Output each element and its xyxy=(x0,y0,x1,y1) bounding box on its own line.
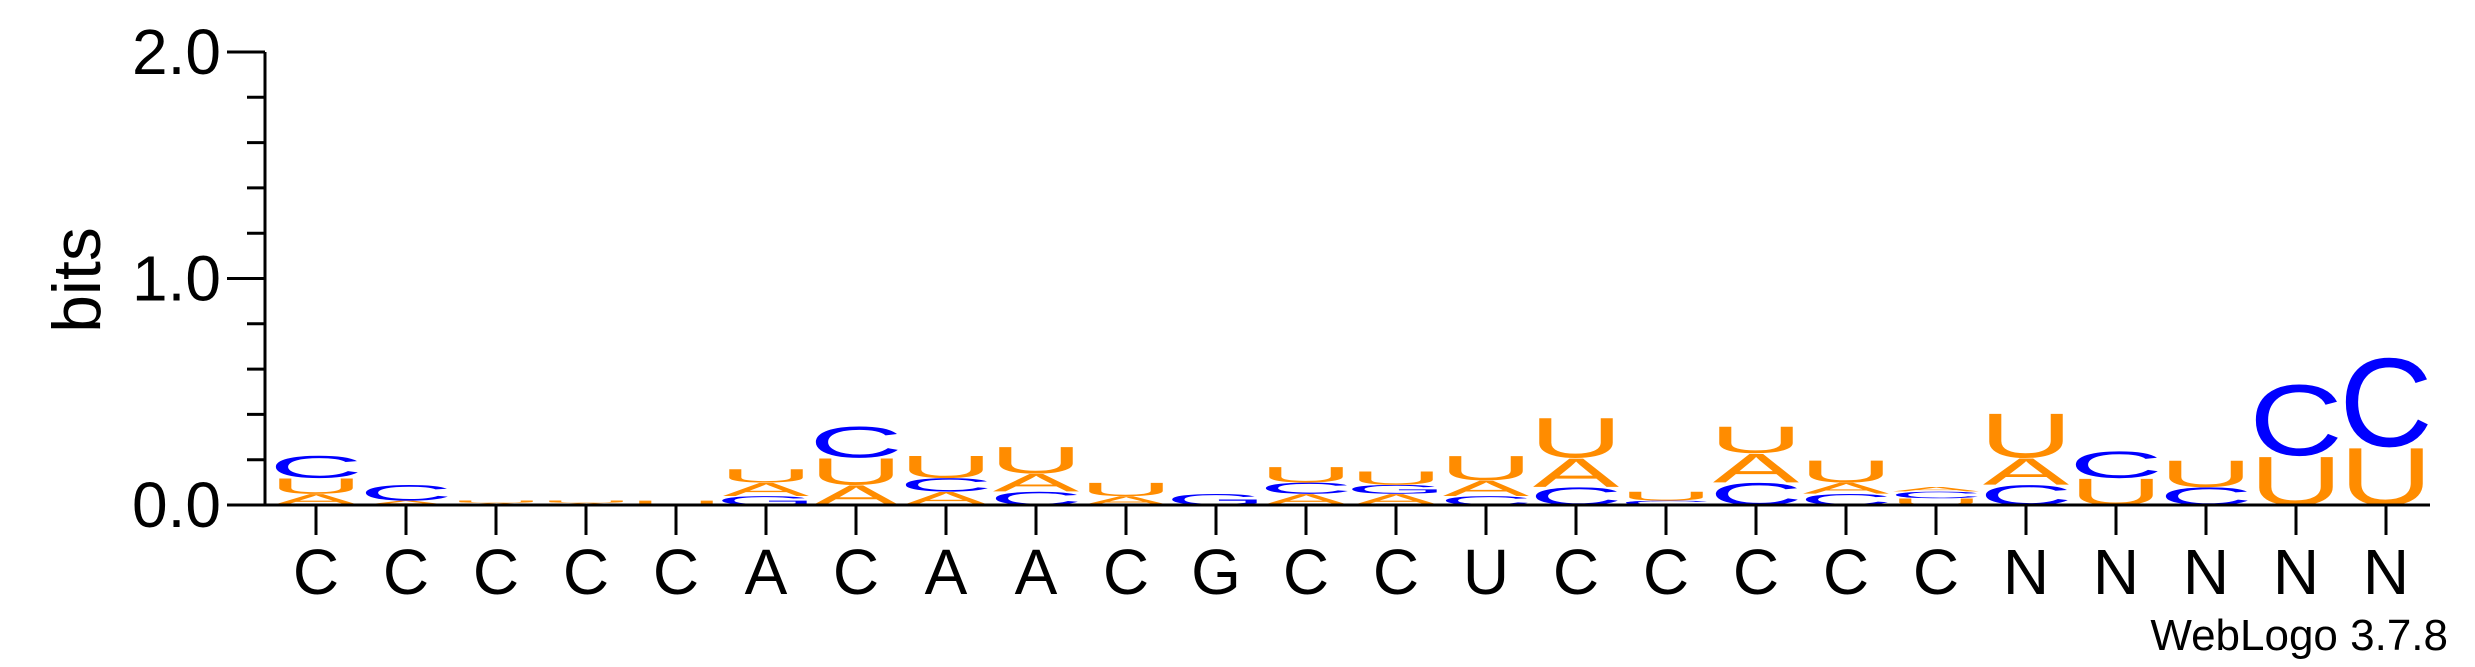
y-tick-label: 1.0 xyxy=(132,243,221,315)
logo-letter-c: C xyxy=(359,480,452,505)
x-tick-label: U xyxy=(1463,536,1509,608)
logo-letter-u: U xyxy=(1889,497,1982,508)
x-tick-label: C xyxy=(1643,536,1689,608)
logo-letter-c: C xyxy=(1619,499,1712,506)
logo-letter-c: C xyxy=(1889,490,1982,501)
logo-letter-a: A xyxy=(1443,476,1529,501)
logo-letter-a: A xyxy=(363,499,449,506)
logo-letter-a: A xyxy=(723,479,810,500)
x-tick-label: G xyxy=(1191,536,1241,608)
x-tick-label: N xyxy=(2093,536,2139,608)
logo-letter-u: U xyxy=(1709,419,1802,461)
logo-letter-u: U xyxy=(2159,453,2252,495)
logo-letter-a: A xyxy=(1983,451,2070,493)
logo-letter-u: U xyxy=(1079,479,1172,500)
x-tick-label: C xyxy=(293,536,339,608)
x-tick-label: C xyxy=(563,536,609,608)
logo-stacks: AUCACAUAUUGAUAUCACUCAUAUGACUAGUCAUCAUCUC… xyxy=(269,332,2432,522)
logo-letter-c: C xyxy=(269,449,362,484)
logo-letter-u: U xyxy=(269,474,362,499)
y-axis-label: bits xyxy=(39,227,115,333)
logo-letter-u: U xyxy=(449,500,542,504)
logo-letter-c: C xyxy=(809,418,902,467)
logo-letter-a: A xyxy=(993,469,1079,497)
logo-letter-u: U xyxy=(809,451,902,493)
logo-letter-a: A xyxy=(1893,486,1979,493)
x-tick-label: A xyxy=(925,536,968,608)
x-tick-label: N xyxy=(2363,536,2409,608)
logo-letter-u: U xyxy=(719,465,812,486)
logo-letter-u: U xyxy=(989,439,1082,481)
logo-letter-u: U xyxy=(899,449,992,484)
x-tick-label: N xyxy=(2003,536,2049,608)
logo-letter-u: U xyxy=(539,500,632,504)
y-tick-label: 0.0 xyxy=(132,469,221,541)
logo-letter-u: U xyxy=(1259,462,1352,487)
x-tick-label: N xyxy=(2273,536,2319,608)
y-ticks: 0.0 1.0 2.0 xyxy=(132,16,265,541)
logo-letter-u: U xyxy=(1799,454,1892,489)
logo-letter-u: U xyxy=(1439,449,1532,488)
logo-letter-u: U xyxy=(1349,467,1442,488)
logo-letter-u: U xyxy=(629,499,722,506)
logo-letter-a: A xyxy=(1803,479,1890,497)
logo-letter-u: U xyxy=(1529,406,1622,470)
x-tick-label: C xyxy=(1283,536,1329,608)
logo-letter-g: G xyxy=(1346,482,1447,496)
logo-letter-c: C xyxy=(899,474,992,495)
logo-letter-a: A xyxy=(1533,450,1619,496)
x-tick-label: C xyxy=(1103,536,1149,608)
x-tick-label: C xyxy=(473,536,519,608)
x-tick-label: C xyxy=(383,536,429,608)
x-tick-label: A xyxy=(1015,536,1058,608)
x-tick-label: A xyxy=(745,536,788,608)
y-tick-label: 2.0 xyxy=(132,16,221,88)
logo-letter-c: C xyxy=(2249,364,2342,477)
x-tick-label: C xyxy=(833,536,879,608)
x-tick-label: C xyxy=(1553,536,1599,608)
logo-letter-u: U xyxy=(1979,400,2072,471)
weblogo-credit: WebLogo 3.7.8 xyxy=(2150,611,2448,660)
x-tick-label: C xyxy=(1733,536,1779,608)
x-tick-label: C xyxy=(1823,536,1869,608)
logo-letter-c: C xyxy=(2069,444,2162,486)
logo-letter-u: U xyxy=(1619,489,1712,503)
x-tick-label: C xyxy=(653,536,699,608)
x-tick-label: N xyxy=(2183,536,2229,608)
logo-letter-c: C xyxy=(1259,479,1352,497)
logo-letter-a: A xyxy=(1713,446,1799,492)
x-tick-label: C xyxy=(1373,536,1419,608)
x-tick-label: C xyxy=(1913,536,1959,608)
logo-letter-c: C xyxy=(2339,332,2432,473)
